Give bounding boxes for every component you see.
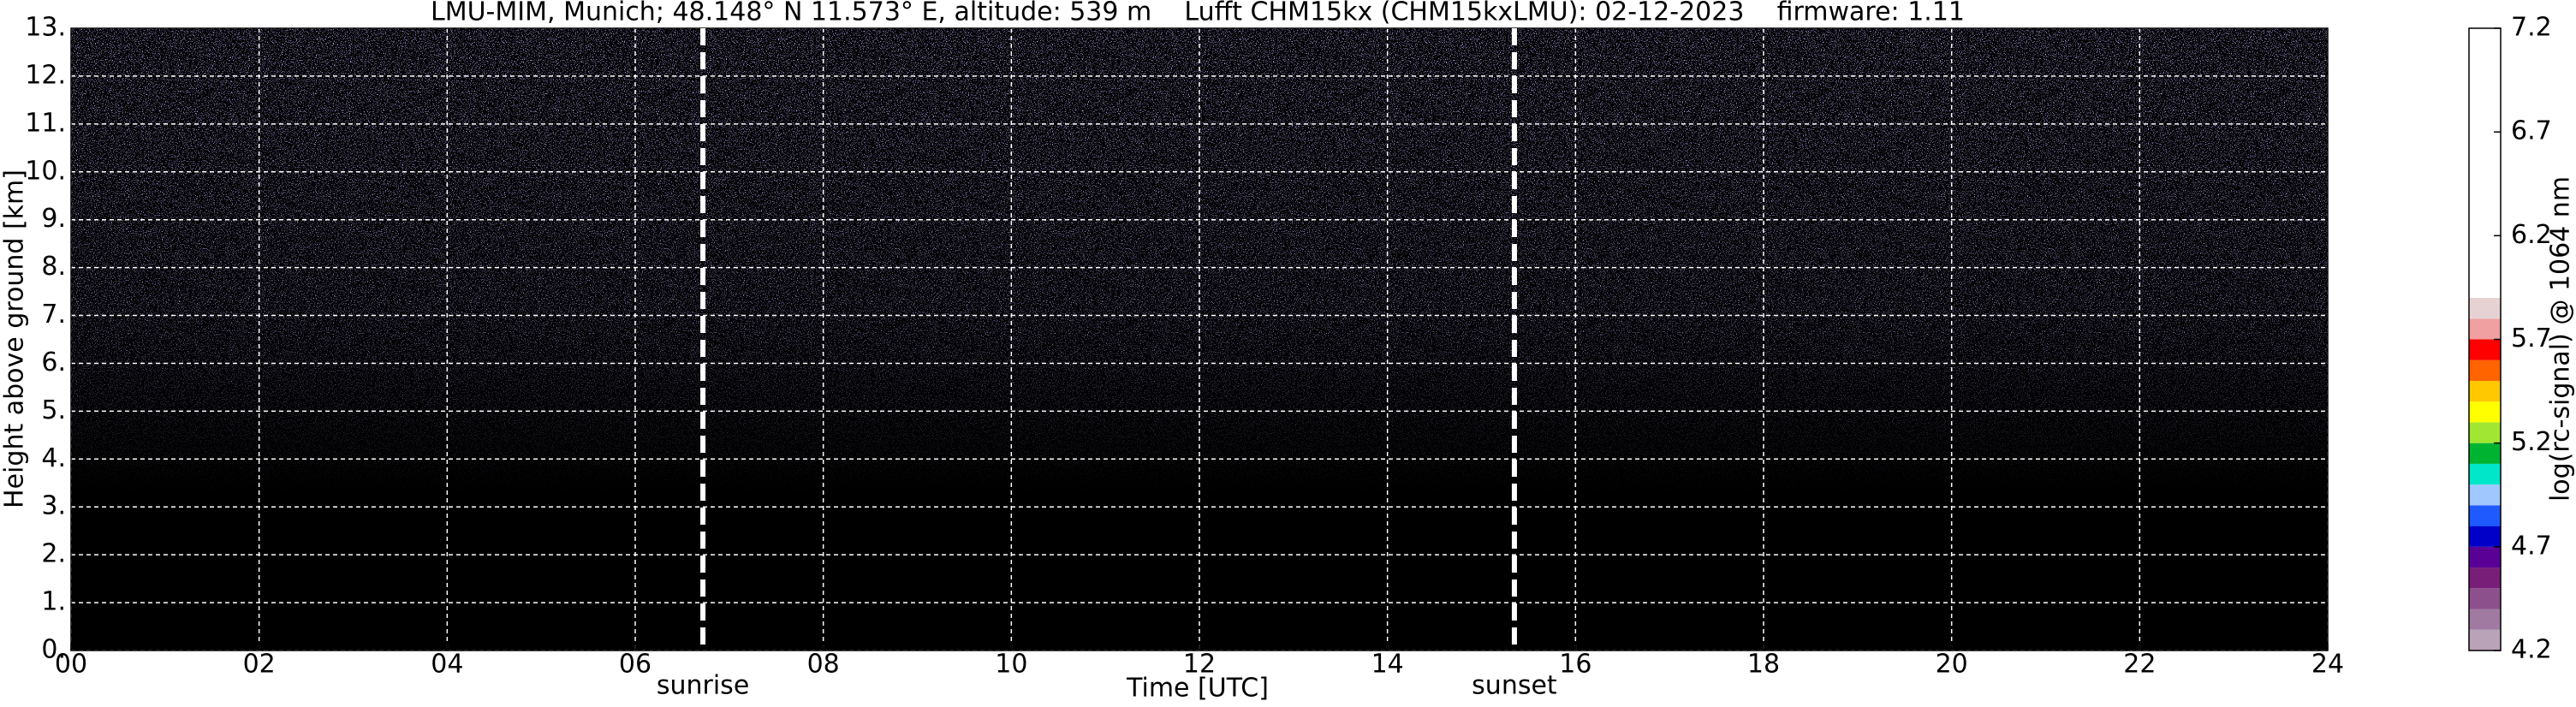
event-label: sunset: [1472, 671, 1557, 701]
colorbar-segment: [2469, 484, 2501, 506]
colorbar-tick-label: 6.2: [2511, 220, 2552, 250]
colorbar-segment: [2469, 526, 2501, 547]
x-tick-label: 24: [2311, 650, 2344, 680]
x-tick-label: 04: [431, 650, 463, 680]
x-tick-label: 14: [1371, 650, 1404, 680]
colorbar-segment: [2469, 463, 2501, 485]
colorbar-segment: [2469, 359, 2501, 381]
y-tick-label: 3.: [41, 491, 66, 521]
event-label: sunrise: [657, 671, 749, 701]
colorbar-segment: [2469, 443, 2501, 464]
colorbar-tick-label: 4.7: [2511, 531, 2552, 561]
x-tick-label: 08: [807, 650, 840, 680]
colorbar-tick-label: 4.2: [2511, 635, 2552, 665]
colorbar-label: log(rc-signal) @ 1064 nm: [2546, 176, 2576, 502]
y-tick-label: 7.: [41, 300, 66, 330]
colorbar-tick-label: 5.7: [2511, 324, 2552, 354]
y-tick-label: 6.: [41, 348, 66, 377]
x-tick-label: 18: [1747, 650, 1780, 680]
colorbar-segment: [2469, 28, 2501, 299]
colorbar-segment: [2469, 380, 2501, 402]
y-axis-label: Height above ground [km]: [0, 169, 30, 508]
colorbar-segment: [2469, 505, 2501, 526]
colorbar-segment: [2469, 567, 2501, 589]
colorbar-tick-label: 5.2: [2511, 427, 2552, 457]
x-tick-label: 10: [995, 650, 1027, 680]
colorbar-segment: [2469, 401, 2501, 423]
x-tick-label: 22: [2123, 650, 2156, 680]
x-tick-label: 02: [243, 650, 276, 680]
colorbar-tick-label: 7.2: [2511, 13, 2552, 43]
y-tick-label: 8.: [41, 252, 66, 282]
y-tick-label: 2.: [41, 539, 66, 569]
colorbar-segment: [2469, 422, 2501, 443]
y-tick-label: 1.: [41, 587, 66, 617]
y-tick-label: 13.: [25, 13, 66, 43]
x-tick-label: 12: [1183, 650, 1216, 680]
colorbar-segment: [2469, 588, 2501, 609]
y-tick-label: 12.: [25, 60, 66, 90]
y-tick-label: 11.: [25, 108, 66, 138]
x-axis-label: Time [UTC]: [1126, 674, 1269, 704]
y-tick-label: 10.: [25, 156, 66, 186]
colorbar-segment: [2469, 318, 2501, 340]
colorbar-tick-label: 6.7: [2511, 116, 2552, 146]
colorbar-segment: [2469, 298, 2501, 319]
y-tick-label: 0.: [41, 635, 66, 665]
colorbar-segment: [2469, 339, 2501, 360]
y-tick-label: 9.: [41, 204, 66, 234]
y-tick-label: 4.: [41, 443, 66, 473]
y-tick-label: 5.: [41, 395, 66, 425]
plot-frame: [70, 27, 2329, 651]
colorbar-segment: [2469, 629, 2501, 651]
x-tick-label: 20: [1936, 650, 1968, 680]
x-tick-label: 16: [1559, 650, 1591, 680]
x-tick-label: 06: [619, 650, 651, 680]
colorbar-segment: [2469, 609, 2501, 630]
x-tick-label: 00: [55, 650, 87, 680]
colorbar-segment: [2469, 546, 2501, 568]
chart-title: LMU-MIM, Munich; 48.148° N 11.573° E, al…: [431, 0, 1965, 27]
